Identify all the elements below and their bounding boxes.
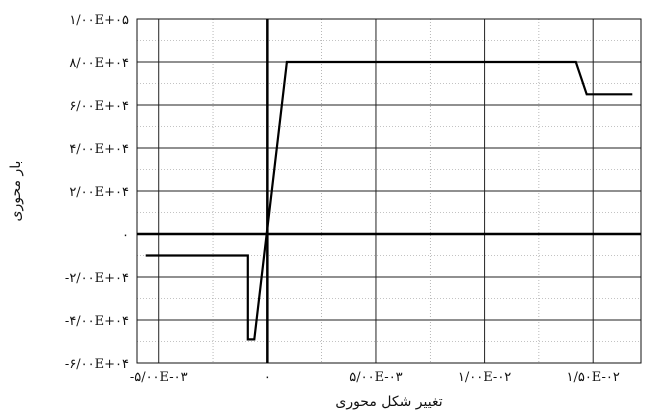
y-tick-label: ۴/۰۰E+۰۴: [69, 142, 129, 157]
x-axis-title: تغییر شکل محوری: [335, 394, 442, 410]
y-tick-label: ۲/۰۰E+۰۴: [69, 185, 129, 200]
x-tick-label: ۱/۵۰E-۰۲: [566, 370, 619, 385]
y-tick-label: -۶/۰۰E+۰۴: [65, 357, 129, 372]
y-tick-label: ۶/۰۰E+۰۴: [69, 99, 129, 114]
y-tick-label: -۲/۰۰E+۰۴: [65, 271, 129, 286]
x-tick-label: ۵/۰۰E-۰۳: [349, 370, 402, 385]
x-tick-labels: -۵/۰۰E-۰۳ ۰ ۵/۰۰E-۰۳ ۱/۰۰E-۰۲ ۱/۵۰E-۰۲: [130, 370, 620, 385]
y-tick-label: -۴/۰۰E+۰۴: [65, 314, 129, 329]
plot-frame: [136, 18, 642, 364]
series-line: [145, 60, 633, 341]
series-group: [145, 60, 633, 341]
y-tick-label: ۰: [122, 228, 129, 243]
y-tick-label: ۸/۰۰E+۰۴: [69, 56, 129, 71]
y-tick-labels: ۱/۰۰E+۰۵ ۸/۰۰E+۰۴ ۶/۰۰E+۰۴ ۴/۰۰E+۰۴ ۲/۰۰E+۰۴…: [65, 13, 129, 372]
x-tick-label: ۱/۰۰E-۰۲: [458, 370, 511, 385]
grid-lines: [137, 18, 641, 364]
x-tick-label: ۰: [264, 370, 271, 385]
x-tick-label: -۵/۰۰E-۰۳: [130, 370, 188, 385]
y-axis-title: بار محوری: [8, 161, 24, 222]
y-tick-label: ۱/۰۰E+۰۵: [69, 13, 129, 28]
